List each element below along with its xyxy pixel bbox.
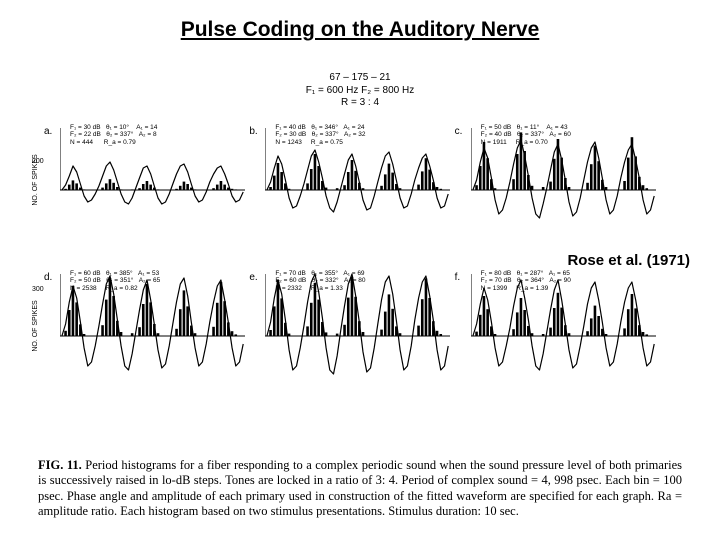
- header-ratio: R = 3 : 4: [0, 97, 720, 110]
- histogram-chart: [265, 266, 450, 386]
- caption-lead: FIG. 11.: [38, 458, 82, 472]
- figure-caption: FIG. 11. Period histograms for a fiber r…: [38, 458, 682, 521]
- histogram-chart: [60, 120, 245, 240]
- y-axis-label: NO. OF SPIKES: [32, 300, 39, 351]
- panel-b: b.F₁ = 40 dB θ₁ = 346° A₁ = 24 F₂ = 30 d…: [265, 120, 454, 240]
- panel-c: c.F₁ = 50 dB θ₁ = 11° A₁ = 43 F₂ = 40 dB…: [471, 120, 660, 240]
- histogram-chart: [265, 120, 450, 240]
- panel-d: d.F₁ = 60 dB θ₁ = 385° A₁ = 53 F₂ = 50 d…: [60, 266, 249, 386]
- page-title: Pulse Coding on the Auditory Nerve: [0, 18, 720, 42]
- y-tick-label: 200: [32, 158, 44, 165]
- panel-letter: d.: [44, 272, 52, 283]
- panel-a: a.F₁ = 30 dB θ₁ = 10° A₁ = 14 F₂ = 22 dB…: [60, 120, 249, 240]
- histogram-chart: [60, 266, 245, 386]
- panel-letter: c.: [455, 126, 463, 137]
- panel-letter: a.: [44, 126, 52, 137]
- slide-root: Pulse Coding on the Auditory Nerve 67 – …: [0, 0, 720, 540]
- panel-e: e.F₁ = 70 dB θ₁ = 355° A₁ = 69 F₂ = 60 d…: [265, 266, 454, 386]
- header-unit: 67 – 175 – 21: [0, 72, 720, 85]
- histogram-chart: [471, 266, 656, 386]
- panel-letter: f.: [455, 272, 461, 283]
- header-freq: F₁ = 600 Hz F₂ = 800 Hz: [0, 85, 720, 98]
- panel-letter: e.: [249, 272, 257, 283]
- panel-letter: b.: [249, 126, 257, 137]
- caption-body: Period histograms for a fiber responding…: [38, 458, 682, 519]
- y-tick-label: 300: [32, 286, 44, 293]
- attribution-text: Rose et al. (1971): [567, 252, 690, 269]
- histogram-chart: [471, 120, 656, 240]
- panel-f: f.F₁ = 80 dB θ₁ = 287° A₁ = 65 F₂ = 70 d…: [471, 266, 660, 386]
- figure-header: 67 – 175 – 21 F₁ = 600 Hz F₂ = 800 Hz R …: [0, 72, 720, 110]
